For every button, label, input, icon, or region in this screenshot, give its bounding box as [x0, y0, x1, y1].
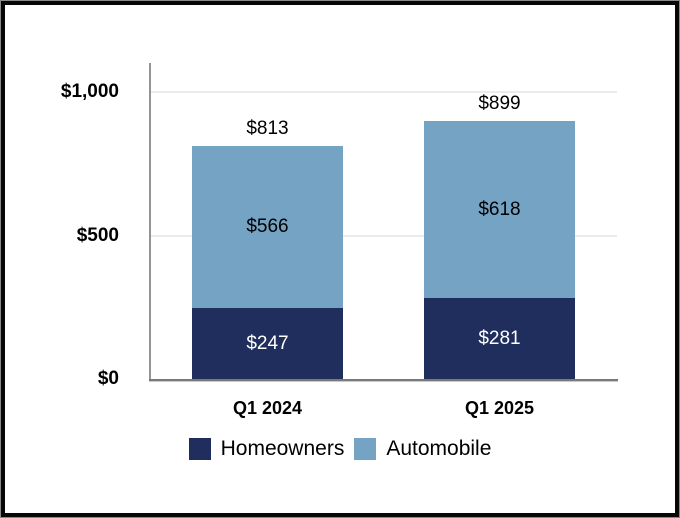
- segment-value-label: $618: [478, 198, 521, 220]
- bar-segment-automobile: $566: [192, 145, 343, 309]
- y-tick-label-0: $0: [97, 368, 119, 389]
- y-tick-label-500: $500: [76, 224, 119, 246]
- y-axis-line: [149, 63, 151, 381]
- segment-value-label: $281: [478, 327, 521, 349]
- legend: Homeowners Automobile: [5, 437, 675, 461]
- segment-value-label: $566: [246, 215, 289, 237]
- plot-area: $0 $500 $1,000 $813 $566 $247 $899 $618: [5, 5, 675, 513]
- bar-segment-automobile: $618: [424, 120, 575, 299]
- bar-total-label: $813: [246, 117, 289, 139]
- y-tick-label-1000: $1,000: [60, 81, 119, 102]
- bar-segment-homeowners: $281: [424, 298, 575, 379]
- x-axis-line: [149, 379, 618, 381]
- legend-swatch-homeowners: [188, 438, 211, 460]
- legend-label-homeowners: Homeowners: [220, 437, 345, 460]
- x-category-label-q1-2024: Q1 2024: [232, 398, 303, 418]
- x-category-label-q1-2025: Q1 2025: [464, 398, 535, 418]
- bar-q1-2024: $813 $566 $247: [192, 118, 343, 379]
- gridline-1000: [149, 91, 617, 93]
- segment-value-label: $247: [246, 332, 289, 354]
- legend-label-automobile: Automobile: [386, 437, 492, 460]
- gridline-500: [149, 234, 617, 237]
- bar-segment-homeowners: $247: [192, 308, 343, 379]
- legend-swatch-automobile: [354, 438, 377, 460]
- bar-total-label: $899: [478, 92, 521, 114]
- bar-q1-2025: $899 $618 $281: [424, 93, 575, 379]
